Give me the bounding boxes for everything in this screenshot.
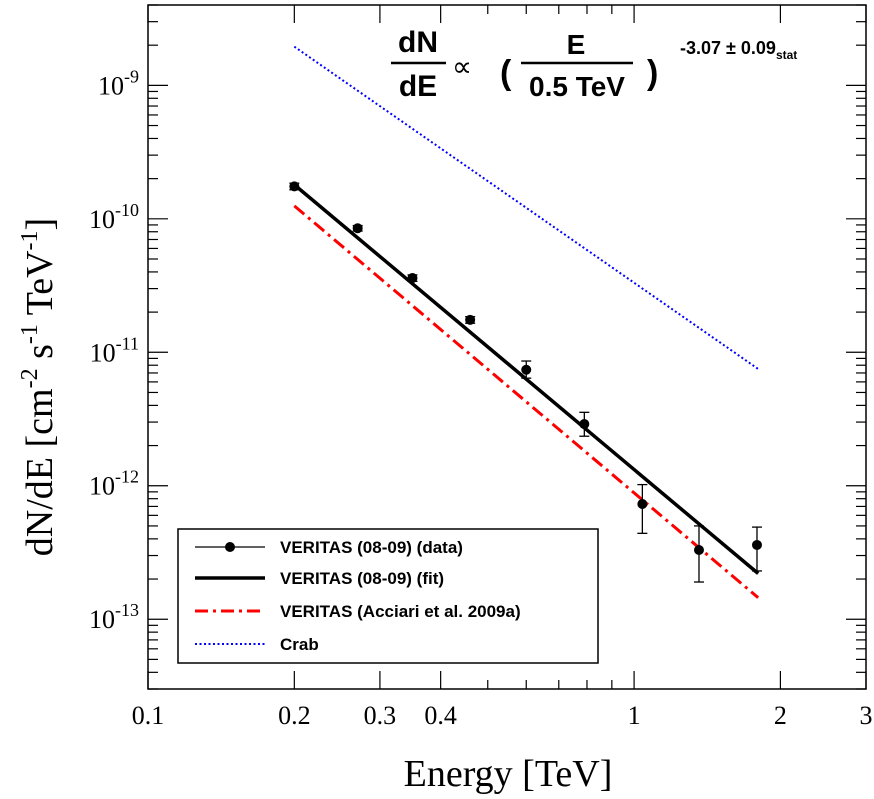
data-point: [407, 273, 418, 284]
legend-acciari-label: VERITAS (Acciari et al. 2009a): [280, 602, 521, 621]
legend-fit-label: VERITAS (08-09) (fit): [280, 569, 444, 588]
data-point: [289, 181, 300, 192]
data-point: [579, 419, 590, 430]
x-tick-label: 2: [774, 701, 787, 730]
annotation-left-paren: (: [500, 54, 512, 92]
legend-data-label: VERITAS (08-09) (data): [280, 538, 463, 557]
legend-entry-acciari: VERITAS (Acciari et al. 2009a): [195, 602, 521, 621]
data-point: [521, 364, 532, 375]
annotation-exponent-sub: stat: [776, 48, 797, 62]
annotation-dn: dN: [398, 26, 438, 59]
power-law-annotation: dN dE ∝ ( E 0.5 TeV ) -3.07 ± 0.09stat: [391, 26, 797, 103]
y-tick-label: 10-12: [89, 467, 139, 501]
legend-entry-fit: VERITAS (08-09) (fit): [195, 569, 444, 588]
legend: VERITAS (08-09) (data) VERITAS (08-09) (…: [177, 528, 599, 664]
data-point: [751, 539, 762, 550]
annotation-half-tev: 0.5 TeV: [529, 71, 625, 102]
y-tick-label: 10-9: [98, 66, 139, 100]
data-point: [693, 545, 704, 556]
annotation-right-paren: ): [647, 54, 658, 92]
y-axis-title: dN/dE [cm-2 s-1 TeV-1]: [17, 218, 61, 556]
x-tick-label: 0.3: [364, 701, 397, 730]
y-axis-title-sup1: -2: [17, 368, 43, 388]
x-tick-label: 1: [628, 701, 641, 730]
y-axis-title-end: ]: [19, 218, 61, 231]
annotation-e: E: [567, 29, 586, 60]
annotation-proportional: ∝: [452, 50, 472, 83]
series-line-veritas-acciari-et-al-2009a: [293, 204, 760, 599]
y-axis-title-sup3: -1: [17, 230, 43, 250]
x-tick-label: 0.2: [278, 701, 311, 730]
data-point: [352, 223, 363, 234]
y-tick-label: 10-11: [90, 333, 139, 367]
series-line-veritas-08-09-fit: [293, 183, 760, 575]
annotation-exponent-value: -3.07 ± 0.09: [680, 38, 776, 58]
y-axis-title-sup2: -1: [17, 324, 43, 344]
legend-box: [177, 528, 599, 664]
x-axis-title: Energy [TeV]: [404, 753, 613, 795]
annotation-exponent: -3.07 ± 0.09stat: [680, 38, 797, 62]
data-point: [465, 314, 476, 325]
legend-data-marker: [225, 542, 235, 552]
legend-entry-data: VERITAS (08-09) (data): [195, 538, 463, 557]
legend-entry-crab: Crab: [195, 635, 319, 654]
y-axis-title-mid1: s: [19, 344, 61, 368]
y-axis-title-base: dN/dE [cm: [19, 388, 61, 556]
y-tick-label: 10-10: [89, 200, 139, 234]
x-tick-label: 0.4: [424, 701, 457, 730]
annotation-de: dE: [399, 70, 437, 103]
data-point: [637, 498, 648, 509]
y-axis-title-mid2: TeV: [19, 250, 61, 324]
x-tick-label: 3: [860, 701, 873, 730]
x-tick-label: 0.1: [132, 701, 165, 730]
legend-crab-label: Crab: [280, 635, 319, 654]
y-tick-label: 10-13: [89, 600, 139, 634]
plot-frame: [147, 4, 867, 690]
series-line-crab: [293, 45, 759, 370]
